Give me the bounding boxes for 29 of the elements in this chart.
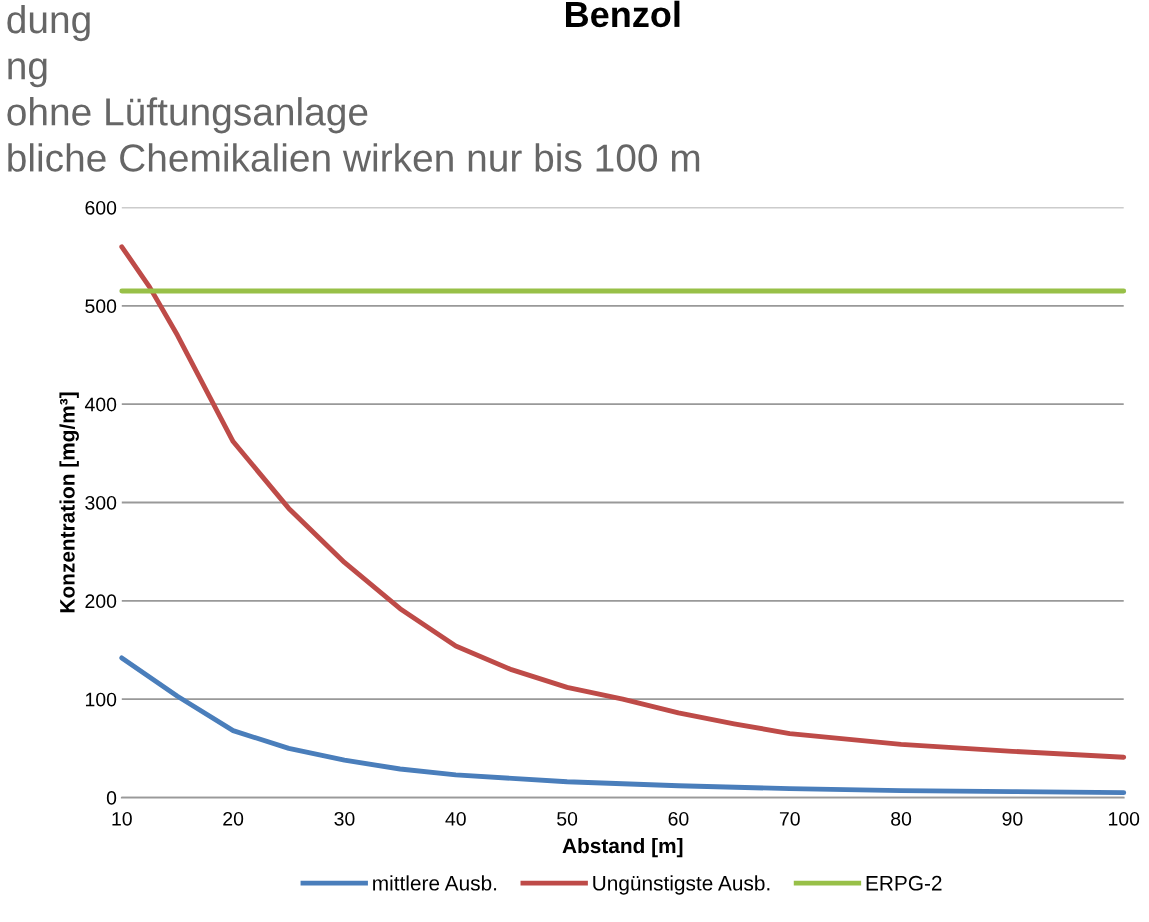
x-tick-label: 70 [779, 811, 800, 826]
line-series [119, 244, 1127, 760]
y-tick-label: 200 [85, 594, 117, 609]
legend-label: mittlere Ausb. [373, 875, 497, 891]
y-tick-label: 0 [106, 791, 117, 805]
y-tick-label: 600 [85, 200, 117, 215]
x-tick-label: 80 [891, 811, 912, 826]
text: ohne Lüftungsanlage [7, 97, 368, 134]
x-tick-label: 20 [223, 811, 244, 826]
y-tick-label: 300 [85, 495, 117, 510]
legend-label: Ungünstigste Ausb. [593, 875, 770, 895]
y-tick-label: 100 [85, 692, 117, 707]
x-tick-label: 30 [334, 811, 355, 826]
x-axis-title: Abstand [m] [562, 837, 683, 858]
x-tick-label: 40 [445, 811, 466, 826]
text: dung [7, 4, 90, 42]
x-tick-label: 10 [112, 811, 132, 826]
x-tick-label: 90 [1002, 811, 1023, 826]
chart-title: Benzol [565, 0, 680, 28]
y-axis-title: Konzentration [mg/m³] [59, 392, 79, 613]
legend-label: ERPG-2 [866, 875, 942, 891]
y-tick-label: 400 [84, 397, 117, 412]
x-tick-label: 100 [1108, 811, 1140, 826]
x-tick-label: 60 [668, 811, 689, 826]
text: bliche Chemikalien wirken nur bis 100 m [8, 143, 700, 172]
y-tick-label: 500 [85, 299, 117, 314]
line-series [119, 655, 1127, 796]
text: ng [8, 58, 47, 88]
x-tick-label: 50 [557, 811, 578, 826]
